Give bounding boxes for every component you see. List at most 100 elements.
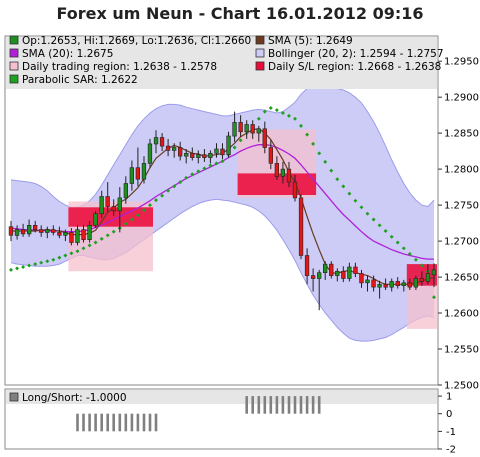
candle-body [377, 283, 382, 288]
candle-body [184, 153, 189, 157]
candle-body [165, 145, 171, 151]
longshort-bar [263, 396, 267, 414]
sar-point [305, 132, 310, 137]
y-tick-label: 1.2750 [444, 201, 479, 212]
candle-body [75, 229, 80, 243]
candle-body [159, 137, 165, 147]
longshort-bar [257, 396, 261, 414]
candle-body [190, 153, 195, 158]
longshort-icon [9, 392, 19, 402]
candle-body [304, 255, 310, 276]
candle-body [298, 197, 304, 256]
longshort-bar [124, 413, 128, 432]
candle-body [39, 229, 44, 233]
sar-point [93, 240, 98, 245]
candle-body [26, 225, 32, 235]
candle-body [8, 226, 14, 236]
candle-body [316, 272, 322, 279]
longshort-legend-label: Long/Short: -1.0000 [22, 392, 127, 404]
sar-point [75, 249, 80, 254]
candle-body [20, 229, 26, 235]
candle-body [365, 279, 370, 284]
sar-point [274, 108, 279, 113]
longshort-bar [299, 396, 303, 414]
y-tick-label: 1.2850 [444, 129, 479, 140]
candle-body [147, 143, 153, 164]
candle-body [220, 148, 225, 156]
candle-body [105, 196, 110, 207]
sar-point [268, 106, 273, 110]
longshort-bar [311, 396, 315, 414]
sar-point [184, 175, 189, 180]
legend-box [6, 37, 437, 89]
candle-body [202, 154, 207, 158]
y-tick-label: 1.2700 [444, 237, 479, 248]
sar-point [329, 168, 334, 173]
candle-body [341, 270, 346, 279]
main-plot-area [8, 84, 437, 342]
sar-point [287, 113, 291, 118]
candle-body [178, 147, 183, 157]
y-tick-label: 1.2550 [444, 345, 479, 356]
trading-region-icon [9, 61, 19, 71]
longshort-bar [82, 413, 85, 432]
candle-body [81, 229, 86, 241]
longshort-bar [148, 413, 152, 432]
candle-body [250, 124, 255, 134]
sar-point [196, 169, 201, 174]
sma20-icon [9, 48, 19, 58]
sar-point [214, 161, 219, 166]
candle-body [172, 147, 177, 151]
legend-label: Daily trading region: 1.2638 - 1.2578 [22, 61, 217, 73]
sar-point [105, 233, 110, 238]
sar-point [142, 208, 146, 213]
y-tick-label: 1.2800 [444, 165, 479, 176]
candle-body [292, 181, 298, 199]
ohlc-icon [9, 35, 19, 45]
candle-body [63, 232, 68, 236]
candle-body [335, 270, 340, 276]
sar-point [256, 116, 261, 121]
sar-point [377, 223, 382, 228]
sar-point [280, 111, 285, 115]
y-tick-label: 1.2950 [444, 57, 479, 68]
longshort-bar [130, 413, 134, 432]
sar-point [160, 193, 165, 198]
candle-body [244, 124, 249, 132]
candle-body [57, 232, 62, 236]
sar-point [154, 198, 158, 203]
candle-body [99, 196, 104, 215]
candle-body [117, 197, 122, 212]
longshort-bar [94, 413, 97, 432]
sar-point [359, 205, 364, 210]
sar-icon [9, 74, 19, 84]
candle-body [111, 206, 116, 212]
sar-point [166, 188, 171, 193]
sar-point [432, 295, 436, 300]
sar-point [178, 180, 183, 185]
sar-point [220, 159, 225, 164]
sma5-icon [255, 35, 265, 45]
trading-region-4 [406, 285, 437, 329]
longshort-bar [287, 396, 291, 414]
sub-y-tick-label: 0 [446, 409, 452, 420]
y-tick-label: 1.2650 [444, 273, 479, 284]
candle-body [310, 275, 316, 279]
sar-point [262, 109, 267, 114]
candle-body [69, 232, 74, 243]
sar-point [39, 260, 44, 265]
candle-body [208, 153, 213, 158]
sar-point [323, 159, 328, 164]
candle-body [413, 278, 419, 288]
candle-body [123, 183, 129, 199]
candle-body [401, 282, 406, 286]
longshort-bar [76, 413, 79, 432]
sar-point [172, 184, 177, 189]
sub-y-tick-label: -2 [446, 445, 456, 456]
longshort-bar [269, 396, 273, 414]
sar-point [202, 166, 207, 171]
chart-title: Forex um Neun - Chart 16.01.2012 09:16 [56, 4, 424, 23]
sar-point [293, 116, 297, 121]
sar-point [148, 203, 152, 208]
